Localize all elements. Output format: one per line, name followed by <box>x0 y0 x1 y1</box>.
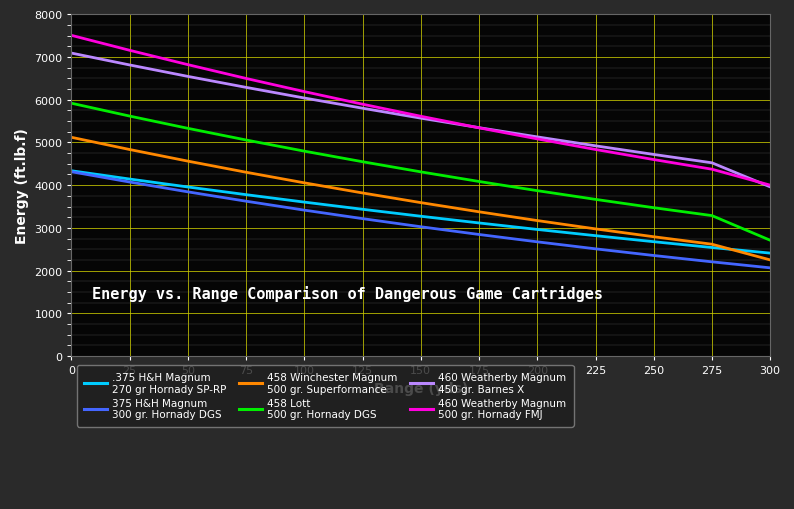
Y-axis label: Energy (ft.lb.f): Energy (ft.lb.f) <box>15 128 29 244</box>
Legend: .375 H&H Magnum
270 gr Hornady SP-RP, 375 H&H Magnum
300 gr. Hornady DGS, 458 Wi: .375 H&H Magnum 270 gr Hornady SP-RP, 37… <box>77 365 573 427</box>
Text: Energy vs. Range Comparison of Dangerous Game Cartridges: Energy vs. Range Comparison of Dangerous… <box>92 286 603 302</box>
X-axis label: Range (yds): Range (yds) <box>374 381 468 395</box>
